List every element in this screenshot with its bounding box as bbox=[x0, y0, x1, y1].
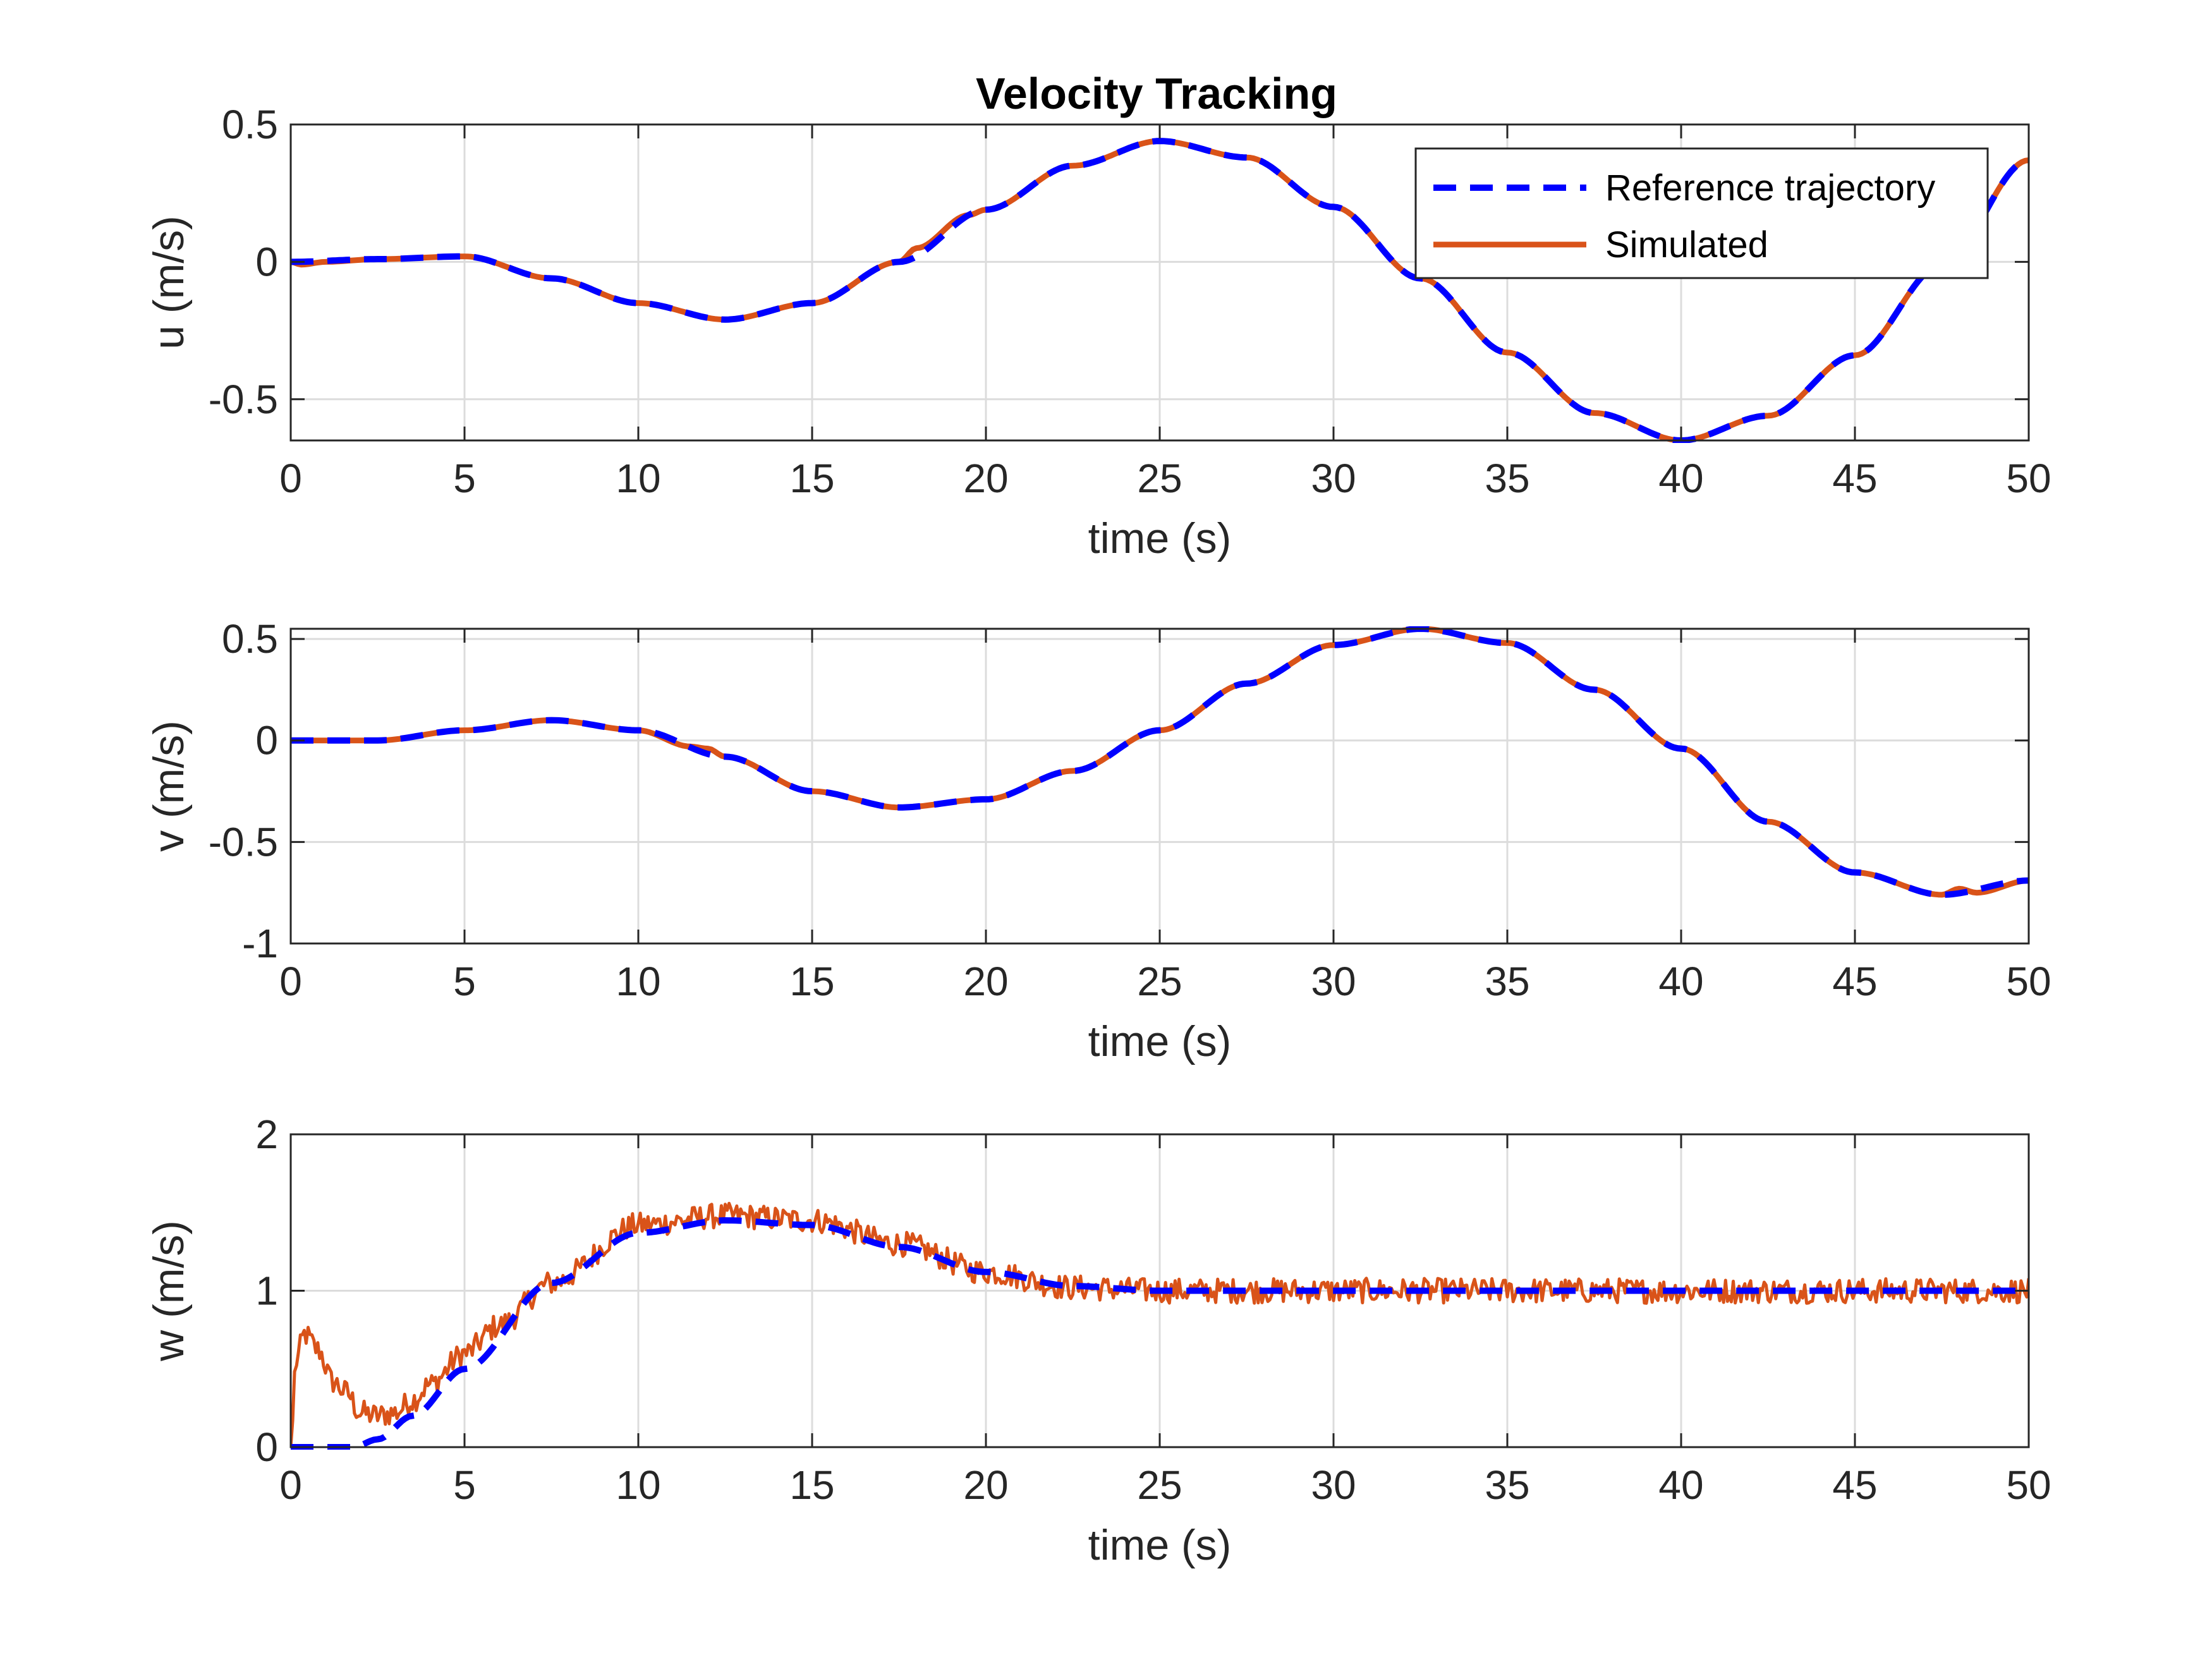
y-tick-label: -0.5 bbox=[209, 819, 278, 864]
y-tick-label: -1 bbox=[242, 921, 278, 966]
panel-2: 0 5 10 15 20 25 30 35 40 45 50 -1 -0.5 0 0.5 time (s) v … bbox=[145, 616, 2051, 1065]
x-tick-label: 5 bbox=[453, 959, 476, 1004]
x-tick-label: 0 bbox=[279, 1462, 302, 1508]
x-tick-label: 20 bbox=[963, 456, 1008, 501]
x-tick-label: 35 bbox=[1485, 456, 1529, 501]
x-tick-label: 0 bbox=[279, 456, 302, 501]
x-tick-label: 45 bbox=[1832, 1462, 1877, 1508]
x-tick-label: 30 bbox=[1311, 456, 1356, 501]
x-axis-label: time (s) bbox=[1088, 1017, 1232, 1065]
x-tick-label: 30 bbox=[1311, 959, 1356, 1004]
x-tick-label: 15 bbox=[789, 456, 834, 501]
y-tick-label: -0.5 bbox=[209, 377, 278, 422]
y-axis-label: u (m/s) bbox=[145, 215, 193, 349]
panel-3: 0 5 10 15 20 25 30 35 40 45 50 0 1 2 time (s) w (m/s) bbox=[145, 1112, 2051, 1569]
x-tick-label: 5 bbox=[453, 456, 476, 501]
x-tick-label: 15 bbox=[789, 1462, 834, 1508]
x-tick-label: 45 bbox=[1832, 456, 1877, 501]
y-tick-label: 0.5 bbox=[222, 616, 278, 662]
y-tick-label: 0.5 bbox=[222, 102, 278, 147]
x-tick-label: 30 bbox=[1311, 1462, 1356, 1508]
y-tick-label: 0 bbox=[255, 1424, 278, 1470]
x-tick-label: 10 bbox=[616, 1462, 660, 1508]
reference-trajectory-line bbox=[291, 626, 2029, 898]
x-tick-label: 0 bbox=[279, 959, 302, 1004]
x-tick-label: 50 bbox=[2006, 456, 2051, 501]
chart-title: Velocity Tracking bbox=[976, 69, 1337, 118]
reference-trajectory-line bbox=[291, 138, 2029, 443]
x-tick-label: 25 bbox=[1137, 1462, 1182, 1508]
legend-label: Simulated bbox=[1605, 224, 1768, 265]
y-tick-label: 0 bbox=[255, 718, 278, 763]
reference-trajectory-line bbox=[291, 1217, 2029, 1450]
x-tick-label: 40 bbox=[1658, 1462, 1703, 1508]
y-axis-label: w (m/s) bbox=[145, 1220, 193, 1362]
x-tick-label: 40 bbox=[1658, 959, 1703, 1004]
simulated-line bbox=[291, 1201, 2029, 1448]
x-tick-label: 35 bbox=[1485, 1462, 1529, 1508]
x-tick-label: 25 bbox=[1137, 959, 1182, 1004]
x-tick-label: 25 bbox=[1137, 456, 1182, 501]
x-tick-label: 10 bbox=[616, 959, 660, 1004]
x-tick-label: 40 bbox=[1658, 456, 1703, 501]
x-tick-label: 20 bbox=[963, 1462, 1008, 1508]
x-tick-label: 45 bbox=[1832, 959, 1877, 1004]
x-tick-label: 50 bbox=[2006, 959, 2051, 1004]
y-tick-label: 2 bbox=[255, 1112, 278, 1157]
x-tick-label: 5 bbox=[453, 1462, 476, 1508]
x-tick-label: 50 bbox=[2006, 1462, 2051, 1508]
x-tick-label: 15 bbox=[789, 959, 834, 1004]
legend: Reference trajectory Simulated bbox=[1414, 147, 1989, 279]
legend-label: Reference trajectory bbox=[1605, 167, 1935, 209]
y-axis-label: v (m/s) bbox=[145, 720, 193, 852]
x-tick-label: 35 bbox=[1485, 959, 1529, 1004]
x-tick-label: 10 bbox=[616, 456, 660, 501]
x-axis-label: time (s) bbox=[1088, 1521, 1232, 1569]
legend-box bbox=[1414, 147, 1989, 279]
x-tick-label: 20 bbox=[963, 959, 1008, 1004]
y-tick-label: 1 bbox=[255, 1268, 278, 1314]
y-tick-label: 0 bbox=[255, 239, 278, 284]
x-axis-label: time (s) bbox=[1088, 514, 1232, 562]
